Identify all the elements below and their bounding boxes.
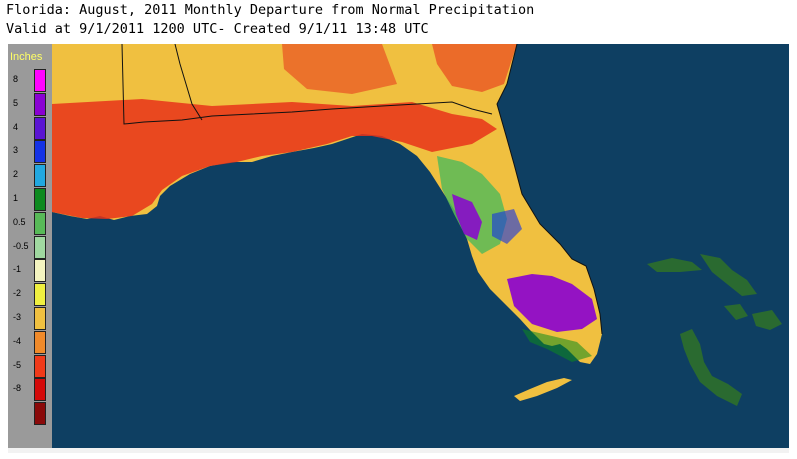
legend-label: -0.5: [13, 240, 29, 251]
legend-label: -2: [13, 288, 22, 299]
bottom-strip: [8, 448, 789, 453]
legend-label: 1: [13, 193, 19, 203]
bahamas-island-4: [752, 310, 782, 330]
land-dry-northeast: [432, 44, 517, 92]
legend-swatch: [34, 211, 46, 235]
bahamas-island-1: [647, 258, 702, 272]
legend-label: -3: [13, 312, 22, 322]
coastline-east: [496, 44, 603, 335]
legend-title: Inches: [10, 51, 43, 63]
legend-label: -1: [13, 264, 22, 275]
legend-swatch: [34, 354, 46, 378]
map-title: Florida: August, 2011 Monthly Departure …: [6, 2, 535, 18]
legend-label: 2: [13, 169, 19, 180]
land-dry-north: [282, 44, 397, 94]
bahamas-island-2: [700, 254, 757, 296]
legend-label: -4: [13, 335, 22, 346]
state-border-al-ga: [174, 44, 203, 121]
legend-swatch: [34, 283, 46, 307]
legend-label: 4: [13, 121, 19, 132]
legend-label: 0.5: [13, 216, 26, 227]
florida-map: [52, 44, 789, 448]
land-dry-panhandle: [52, 99, 497, 219]
legend-swatch: [34, 235, 46, 259]
land-wet-orlando: [492, 209, 522, 244]
legend-swatch: [34, 307, 46, 330]
legend-label: -8: [13, 383, 22, 394]
land-wet-tampa: [452, 194, 482, 240]
legend-swatch: [34, 116, 46, 140]
map-subtitle-valid-time: Valid at 9/1/2011 1200 UTC- Created 9/1/…: [6, 21, 429, 37]
land-wet-south: [507, 274, 597, 332]
bahamas-island-3: [680, 329, 742, 406]
land-wet-south-green: [522, 329, 592, 362]
legend-swatch: [34, 92, 46, 116]
legend-swatch: [34, 164, 46, 188]
legend-label: 8: [13, 74, 19, 84]
legend-swatch: [34, 402, 46, 426]
legend-swatch: [34, 259, 46, 283]
bahamas-island-5: [724, 304, 748, 320]
legend-label: -5: [13, 359, 22, 370]
state-border-al-fl: [121, 44, 493, 125]
legend-label: 5: [13, 97, 19, 108]
legend-swatch: [34, 140, 46, 164]
legend-swatch: [34, 188, 46, 211]
legend-label: 3: [13, 145, 19, 156]
florida-keys: [514, 378, 572, 401]
legend-swatch: [34, 69, 46, 92]
legend-swatch: [34, 378, 46, 402]
legend-swatch: [34, 330, 46, 354]
